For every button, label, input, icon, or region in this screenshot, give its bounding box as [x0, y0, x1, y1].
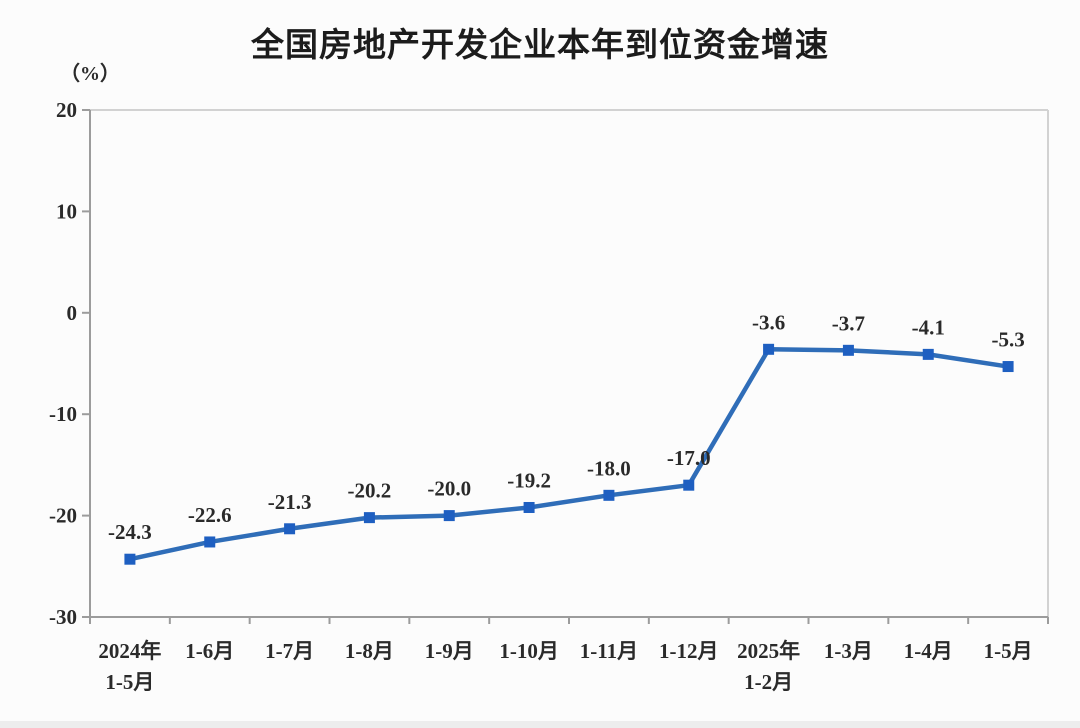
bottom-scroll-strip	[0, 721, 1080, 728]
data-point-label: -18.0	[587, 456, 631, 480]
data-point-label: -20.0	[427, 477, 471, 501]
data-point-marker	[763, 343, 775, 355]
data-point-marker	[523, 501, 535, 513]
x-tick-label: 1-8月	[345, 639, 394, 663]
series-line	[127, 347, 1011, 562]
data-point-label: -3.7	[832, 311, 865, 335]
data-point-marker	[842, 344, 854, 356]
data-point-marker	[124, 553, 136, 565]
data-point-marker	[603, 489, 615, 501]
data-point-label: -5.3	[991, 328, 1024, 352]
data-point-marker	[363, 512, 375, 524]
x-tick-label: 1-12月	[659, 639, 719, 663]
x-tick-label: 1-5月	[984, 639, 1033, 663]
y-tick-label: -10	[49, 402, 77, 426]
x-tick-label: 1-4月	[904, 639, 953, 663]
data-point-marker	[683, 479, 695, 491]
y-tick-label: 20	[56, 98, 77, 122]
x-tick-label: 1-2月	[744, 670, 793, 694]
data-point-marker	[204, 536, 216, 548]
data-point-label: -17.0	[667, 446, 711, 470]
y-tick-label: -30	[49, 605, 77, 629]
data-point-label: -24.3	[108, 520, 152, 544]
x-tick-label: 1-10月	[499, 639, 559, 663]
y-tick-label: -20	[49, 504, 77, 528]
chart-title: 全国房地产开发企业本年到位资金增速	[251, 26, 829, 63]
data-point-label: -22.6	[188, 503, 232, 527]
x-tick-label: 1-3月	[824, 639, 873, 663]
x-tick-label: 1-11月	[580, 639, 638, 663]
data-point-marker	[284, 523, 296, 535]
x-tick-label: 1-7月	[265, 639, 314, 663]
data-point-marker	[922, 348, 934, 360]
data-point-label: -19.2	[507, 468, 551, 492]
x-tick-label: 2024年	[98, 639, 161, 663]
data-point-marker	[443, 510, 455, 522]
y-tick-label: 10	[56, 199, 77, 223]
x-tick-label: 1-6月	[185, 639, 234, 663]
data-point-marker	[1002, 361, 1014, 373]
x-tick-label: 1-5月	[105, 670, 154, 694]
data-point-label: -21.3	[268, 490, 312, 514]
y-tick-label: 0	[67, 301, 78, 325]
y-axis-unit-label: （%）	[60, 62, 120, 85]
data-point-label: -4.1	[912, 315, 945, 339]
data-point-label: -3.6	[752, 310, 785, 334]
data-point-label: -20.2	[348, 479, 392, 503]
x-tick-label: 1-9月	[425, 639, 474, 663]
x-tick-label: 2025年	[737, 639, 800, 663]
